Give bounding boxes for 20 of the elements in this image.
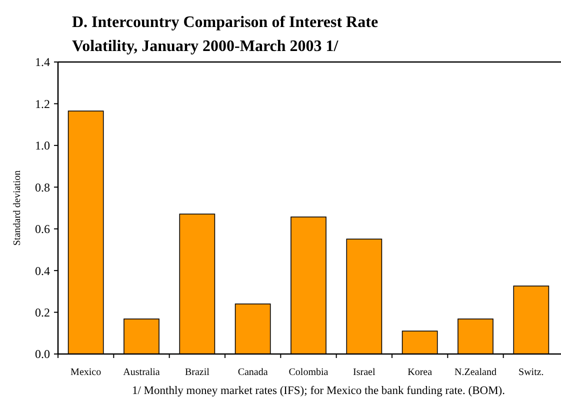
x-tick-label: Colombia [288, 367, 329, 378]
x-tick-label: Switz. [518, 367, 544, 378]
y-tick-label: 0.0 [35, 347, 50, 362]
x-tick-label: Korea [408, 367, 433, 378]
y-axis-title: Standard deviation [12, 170, 23, 246]
x-tick-label: Brazil [184, 367, 210, 378]
y-tick-label: 0.4 [35, 264, 50, 278]
y-tick-label: 1.2 [35, 96, 50, 111]
x-tick-label: Israel [353, 367, 376, 378]
chart-title: D. Intercountry Comparison of Interest Rate Volatility, January 2000-March 2003 1/ [72, 14, 378, 55]
y-tick-label: 1.4 [35, 55, 50, 70]
y-tick-label: 0.8 [35, 180, 50, 194]
x-tick-label: N.Zealand [454, 367, 496, 378]
x-tick-label: Mexico [70, 367, 102, 378]
y-tick-label: 1.0 [35, 138, 50, 153]
y-tick-label: 0.2 [35, 305, 50, 320]
y-tick-label: 0.6 [35, 222, 50, 236]
x-tick-label: Canada [238, 367, 268, 378]
x-tick-label: Australia [123, 367, 160, 378]
text: 1/ Monthly money market rates (IFS); for Mexico the bank funding rate. (BOM). [132, 385, 506, 397]
